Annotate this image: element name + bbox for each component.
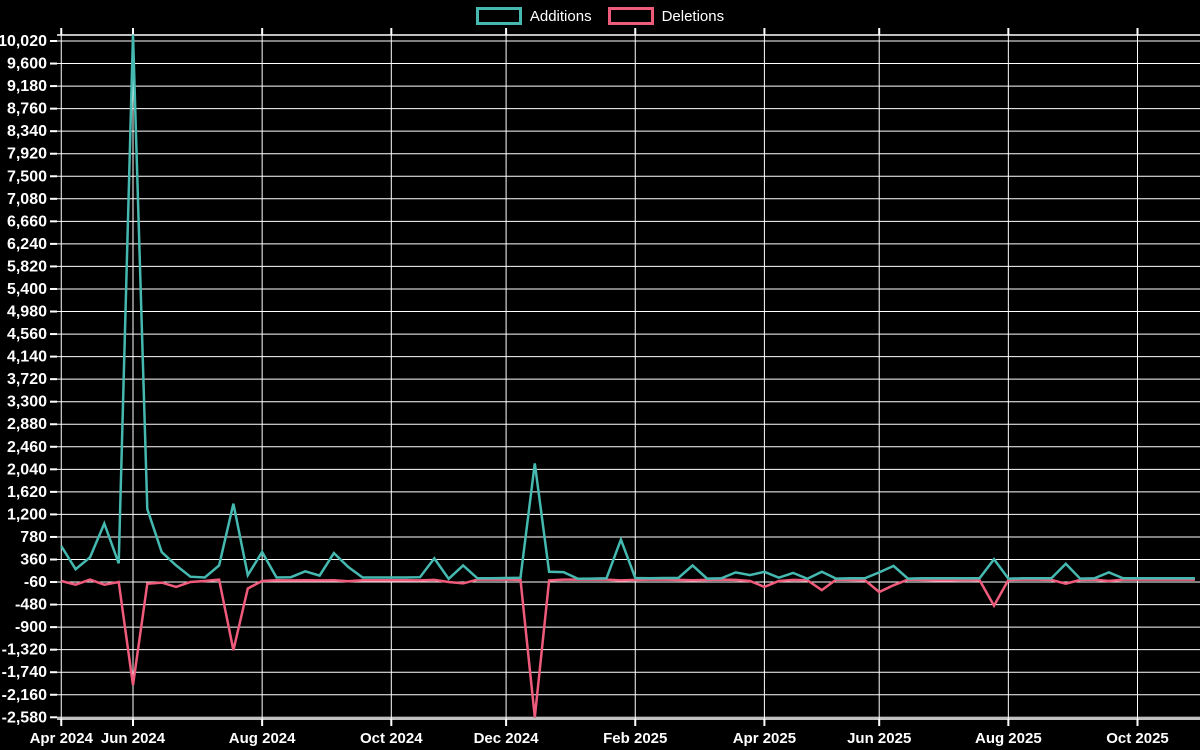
y-axis-label: 3,720 bbox=[7, 371, 47, 388]
deletions-legend-label: Deletions bbox=[661, 7, 725, 25]
y-axis-label: 7,080 bbox=[7, 191, 47, 208]
y-axis-label: 9,180 bbox=[7, 78, 47, 95]
y-axis-label: 1,620 bbox=[7, 484, 47, 501]
additions-legend-label: Additions bbox=[529, 7, 592, 25]
y-axis-label: 5,400 bbox=[7, 281, 47, 298]
y-axis-label: 4,560 bbox=[7, 326, 47, 343]
y-axis-label: -2,160 bbox=[2, 687, 47, 704]
y-axis-label: 2,040 bbox=[7, 461, 47, 478]
y-axis-label: 8,340 bbox=[7, 123, 47, 140]
additions-swatch-icon bbox=[475, 7, 522, 25]
x-axis-label: Oct 2025 bbox=[1106, 730, 1169, 747]
chart-legend: Additions Deletions bbox=[0, 7, 1200, 25]
y-axis-label: 6,660 bbox=[7, 213, 47, 230]
x-axis-label: Dec 2024 bbox=[474, 730, 540, 747]
y-axis-label: -2,580 bbox=[2, 709, 47, 726]
y-axis-label: 780 bbox=[20, 529, 47, 546]
y-axis-label: -480 bbox=[15, 597, 47, 614]
y-axis-label: -1,740 bbox=[2, 664, 47, 681]
y-axis-label: 1,200 bbox=[7, 506, 47, 523]
y-axis-label: 8,760 bbox=[7, 101, 47, 118]
y-axis-label: 10,020 bbox=[0, 33, 47, 50]
y-axis-label: 360 bbox=[20, 551, 47, 568]
x-axis-label: Aug 2025 bbox=[975, 730, 1042, 747]
y-axis-label: 2,460 bbox=[7, 439, 47, 456]
y-axis-label: -900 bbox=[15, 619, 47, 636]
x-axis-label: Apr 2025 bbox=[733, 730, 796, 747]
legend-item-additions[interactable]: Additions bbox=[475, 7, 592, 25]
y-axis-label: 9,600 bbox=[7, 56, 47, 73]
y-axis-label: 5,820 bbox=[7, 258, 47, 275]
deletions-swatch-icon bbox=[607, 7, 654, 25]
y-axis-label: 4,140 bbox=[7, 349, 47, 366]
additions-line[interactable] bbox=[60, 34, 1195, 581]
x-axis-label: Oct 2024 bbox=[360, 730, 423, 747]
y-axis-label: 7,920 bbox=[7, 146, 47, 163]
y-axis-label: 2,880 bbox=[7, 416, 47, 433]
x-axis-label: Feb 2025 bbox=[603, 730, 667, 747]
y-axis-label: 4,980 bbox=[7, 304, 47, 321]
y-axis-label: -60 bbox=[24, 574, 47, 591]
x-axis-label: Jun 2024 bbox=[101, 730, 166, 747]
x-axis-label: Jun 2025 bbox=[847, 730, 911, 747]
y-axis-label: 7,500 bbox=[7, 168, 47, 185]
x-axis-label: Apr 2024 bbox=[30, 730, 94, 747]
y-axis-label: 6,240 bbox=[7, 236, 47, 253]
y-axis-label: 3,300 bbox=[7, 394, 47, 411]
legend-item-deletions[interactable]: Deletions bbox=[607, 7, 725, 25]
deletions-line[interactable] bbox=[60, 578, 1195, 718]
y-axis-label: -1,320 bbox=[2, 642, 47, 659]
x-axis-label: Aug 2024 bbox=[229, 730, 296, 747]
